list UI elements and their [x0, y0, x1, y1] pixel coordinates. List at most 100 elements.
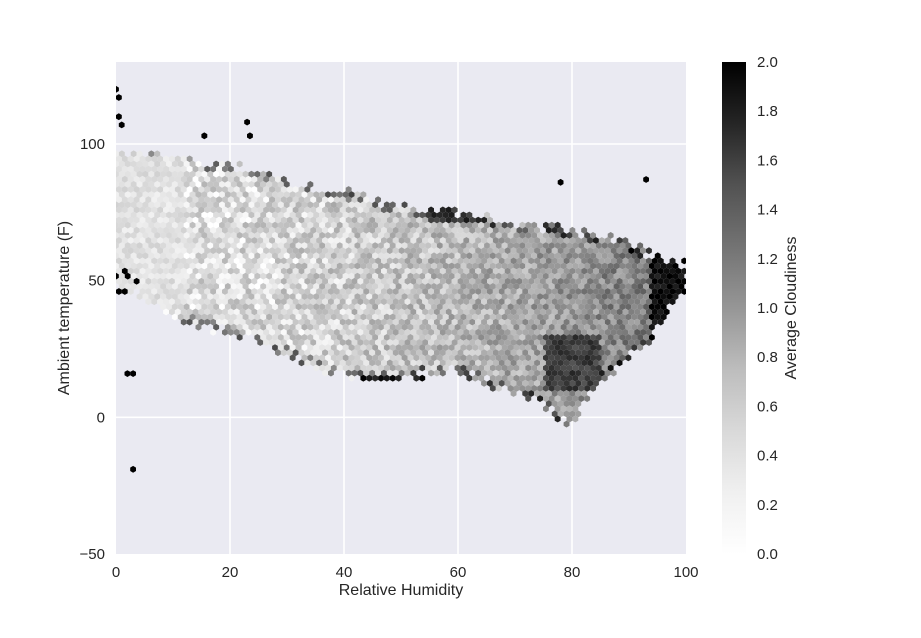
- hexbin-cell: [366, 344, 373, 351]
- hexbin-cell: [422, 359, 429, 367]
- hexbin-cell: [151, 155, 158, 163]
- hexbin-cell: [330, 303, 337, 311]
- hexbin-cell: [342, 293, 349, 300]
- hexbin-cell: [275, 216, 281, 224]
- hexbin-cell: [590, 364, 596, 372]
- hexbin-cell: [395, 293, 402, 300]
- hexbin-cell: [545, 390, 552, 397]
- hexbin-cell: [416, 318, 423, 326]
- hexbin-cell: [292, 257, 299, 265]
- hexbin-cell: [554, 374, 561, 382]
- hexbin-cell: [195, 201, 202, 209]
- hexbin-cell: [451, 206, 458, 214]
- hexbin-cell: [519, 221, 526, 229]
- hexbin-cell: [525, 272, 532, 280]
- hexbin-cell: [230, 181, 237, 188]
- hexbin-cell: [463, 288, 470, 295]
- hexbin-cell: [548, 395, 555, 402]
- hexbin-cell: [596, 242, 602, 249]
- hexbin-cell: [601, 262, 608, 270]
- hexbin-cell: [357, 196, 364, 204]
- hexbin-cell: [616, 247, 623, 255]
- hexbin-cell: [222, 196, 228, 204]
- hexbin-cell: [613, 272, 620, 280]
- hexbin-cell: [460, 313, 467, 321]
- hexbin-cell: [581, 318, 588, 326]
- hexbin-cell: [307, 191, 314, 198]
- hexbin-cell: [634, 318, 641, 326]
- hexbin-cell: [554, 385, 561, 392]
- hexbin-cell: [563, 247, 570, 255]
- hexbin-cell: [566, 283, 573, 290]
- hexbin-cell: [183, 303, 190, 311]
- hexbin-cell: [219, 272, 225, 280]
- hexbin-cell: [489, 385, 496, 392]
- hexbin-cell: [451, 349, 458, 357]
- hexbin-cell: [245, 288, 252, 295]
- hexbin-cell: [489, 272, 496, 280]
- hexbin-cell: [395, 272, 402, 280]
- hexbin-cell: [177, 211, 184, 219]
- hexbin-cell: [328, 257, 334, 265]
- hexbin-cell: [428, 267, 434, 275]
- hexbin-cell: [292, 247, 299, 255]
- hexbin-cell: [525, 232, 532, 239]
- hexbin-cell: [136, 242, 143, 249]
- hexbin-cell: [351, 288, 358, 295]
- hexbin-cell: [219, 313, 225, 321]
- hexbin-cell: [204, 216, 211, 224]
- hexbin-cell: [540, 237, 546, 244]
- hexbin-cell: [251, 328, 258, 336]
- hexbin-cell: [260, 232, 267, 239]
- hexbin-cell: [216, 226, 222, 234]
- hexbin-cell: [487, 298, 493, 306]
- hexbin-cell: [169, 175, 175, 183]
- hexbin-cell: [242, 313, 249, 321]
- hexbin-cell: [513, 374, 520, 382]
- hexbin-cell: [622, 267, 629, 275]
- hexbin-cell: [189, 272, 196, 280]
- hexbin-cell: [207, 313, 214, 321]
- hexbin-cell: [572, 405, 579, 413]
- hexbin-cell: [330, 191, 337, 198]
- hexbin-cell: [551, 318, 558, 326]
- hexbin-cell: [504, 298, 511, 306]
- hexbin-cell: [316, 339, 323, 346]
- hexbin-cell: [286, 247, 293, 255]
- hexbin-cell: [121, 277, 128, 285]
- hexbin-cell: [145, 237, 152, 244]
- hexbin-cell: [375, 359, 381, 367]
- hexbin-cell: [590, 232, 596, 239]
- hexbin-cell: [272, 323, 278, 331]
- hexbin-cell: [460, 303, 467, 311]
- hexbin-cell: [584, 334, 591, 341]
- hexbin-cell: [298, 186, 305, 193]
- hexbin-cell: [136, 283, 143, 290]
- hexbin-cell: [525, 283, 532, 290]
- hexbin-cell: [266, 293, 273, 300]
- hexbin-cell: [310, 277, 317, 285]
- hexbin-cell: [498, 339, 505, 346]
- hexbin-cell: [507, 364, 514, 372]
- hexbin-cell: [434, 298, 440, 306]
- hexbin-cell: [139, 277, 146, 285]
- hexbin-cell: [239, 186, 246, 193]
- hexbin-cell: [236, 232, 243, 239]
- hexbin-cell: [266, 242, 273, 249]
- hexbin-cell: [148, 201, 155, 209]
- hexbin-cell: [177, 221, 184, 229]
- hexbin-cell: [180, 216, 187, 224]
- hexbin-cell: [628, 288, 635, 295]
- hexbin-cell: [298, 216, 305, 224]
- hexbin-cell: [681, 288, 686, 295]
- hexbin-cell: [219, 160, 225, 168]
- hexbin-cell: [551, 308, 558, 316]
- hexbin-cell: [454, 293, 461, 300]
- hexbin-cell: [342, 262, 349, 270]
- hexbin-cell: [145, 206, 152, 214]
- hexbin-cell: [216, 318, 222, 326]
- hexbin-cell: [584, 395, 591, 402]
- hexbin-cell: [283, 283, 290, 290]
- hexbin-cell: [569, 339, 576, 346]
- hexbin-cell: [151, 247, 158, 255]
